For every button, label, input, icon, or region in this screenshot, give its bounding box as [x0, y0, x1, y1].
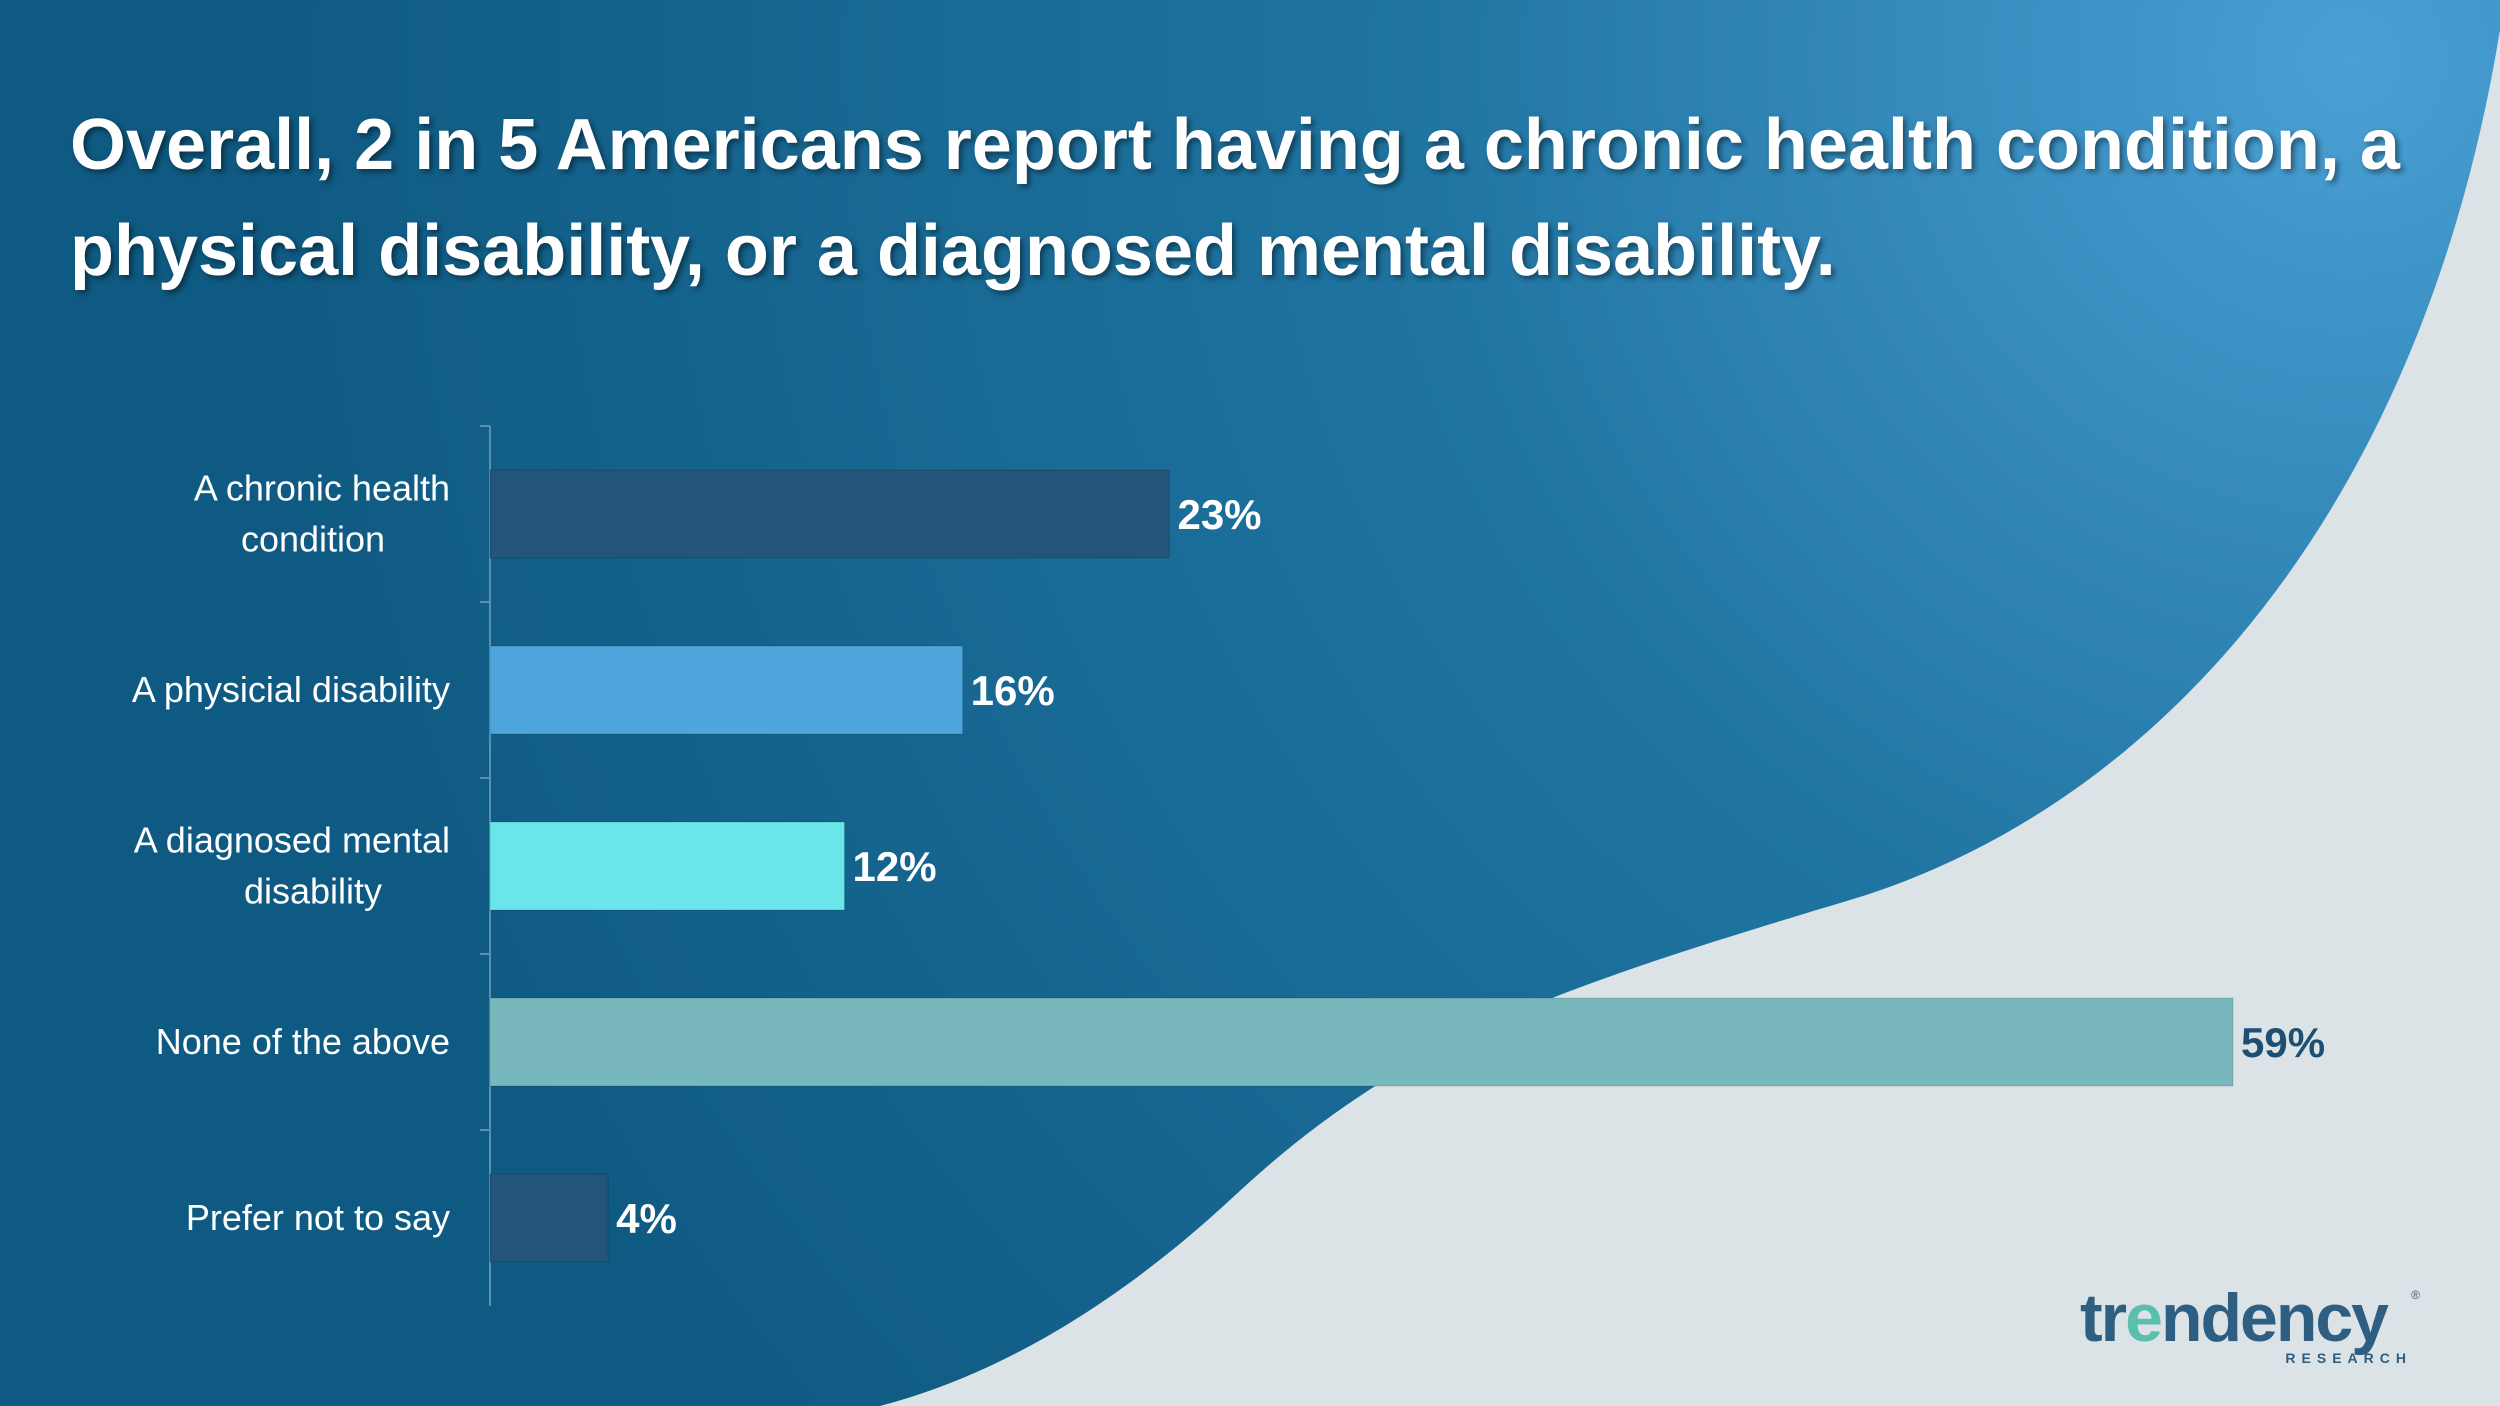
bar-2 [489, 821, 846, 911]
value-label: 16% [971, 667, 1055, 714]
value-label: 23% [1177, 491, 1261, 538]
bar-3 [489, 997, 2234, 1087]
bar-4 [489, 1173, 609, 1263]
value-label: 59% [2241, 1019, 2325, 1066]
slide-title: Overall, 2 in 5 Americans report having … [70, 105, 2400, 291]
category-label: None of the above [156, 1021, 450, 1062]
category-label: A chronic health condition [194, 468, 450, 560]
logo-wordmark: trendency [2080, 1280, 2389, 1356]
trendency-logo: trendency ® RESEARCH [2080, 1278, 2420, 1378]
logo-subtext: RESEARCH [2285, 1350, 2412, 1366]
bar-0 [489, 469, 1170, 559]
category-label: A diagnosed mental disability [134, 820, 450, 912]
value-label: 12% [853, 843, 937, 890]
logo-registered-mark: ® [2411, 1288, 2420, 1302]
bar-1 [489, 645, 964, 735]
category-label: Prefer not to say [186, 1197, 450, 1238]
category-label: A physicial disability [132, 669, 450, 710]
value-label: 4% [616, 1195, 677, 1242]
